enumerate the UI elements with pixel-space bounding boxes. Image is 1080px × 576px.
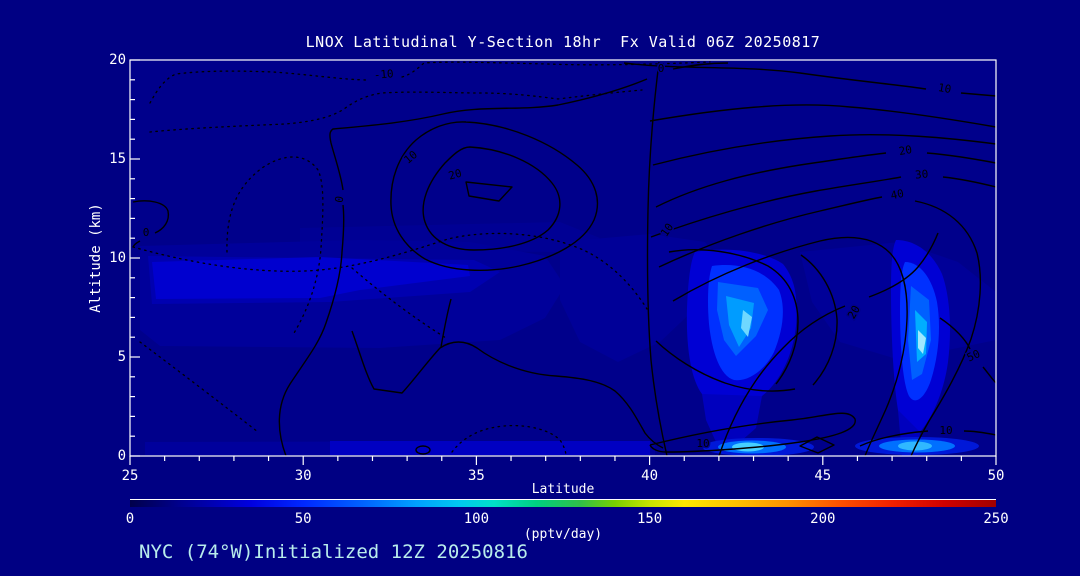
contour-label: 20 bbox=[447, 167, 463, 183]
contour-lines-solid bbox=[132, 61, 996, 456]
y-tick-label: 20 bbox=[109, 52, 126, 68]
colorbar-tick-label: 50 bbox=[294, 511, 312, 527]
x-axis-ticks bbox=[129, 456, 997, 465]
x-tick-label: 45 bbox=[814, 468, 832, 484]
colorbar-tick-label: 200 bbox=[810, 511, 836, 527]
plot-title: LNOX Latitudinal Y-Section 18hr Fx Valid… bbox=[305, 33, 821, 51]
colorbar-tick-label: 150 bbox=[636, 511, 663, 527]
filled-contours bbox=[130, 60, 996, 456]
contour-label: 40 bbox=[889, 187, 905, 202]
y-tick-label: 0 bbox=[117, 448, 126, 464]
colorbar-tick-label: 0 bbox=[125, 511, 135, 527]
x-tick-label: 25 bbox=[121, 468, 139, 484]
contour-label: 0 bbox=[333, 195, 347, 204]
colorbar-units-label: (pptv/day) bbox=[523, 527, 603, 542]
contour-label: 0 bbox=[658, 62, 665, 75]
contour-label: 30 bbox=[915, 167, 929, 181]
colorbar bbox=[130, 499, 996, 507]
contour-label: 10 bbox=[696, 437, 709, 450]
y-tick-label: 5 bbox=[117, 349, 126, 365]
x-tick-label: 35 bbox=[467, 468, 485, 484]
init-info-text: NYC (74°W)Initialized 12Z 20250816 bbox=[139, 541, 528, 563]
contour-label: 0 bbox=[143, 226, 150, 239]
colorbar-tick-label: 100 bbox=[463, 511, 490, 527]
contour-label: 10 bbox=[937, 81, 952, 96]
y-axis-ticks bbox=[130, 59, 140, 457]
colorbar-tick-label: 250 bbox=[983, 511, 1009, 527]
x-tick-label: 30 bbox=[294, 468, 312, 484]
contour-label: 10 bbox=[939, 424, 952, 437]
y-tick-label: 15 bbox=[109, 151, 126, 167]
x-tick-label: 50 bbox=[987, 468, 1005, 484]
contour-label: 20 bbox=[898, 143, 913, 158]
contour-lines-dashed bbox=[132, 61, 711, 456]
x-tick-label: 40 bbox=[641, 468, 659, 484]
x-axis-title-label: Latitude bbox=[531, 482, 595, 497]
contour-label: -10 bbox=[373, 67, 394, 82]
y-tick-label: 10 bbox=[109, 250, 126, 266]
